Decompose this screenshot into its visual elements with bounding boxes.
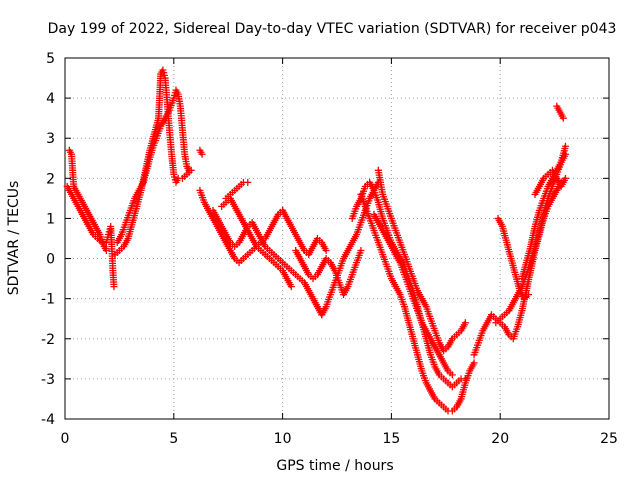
data-point	[357, 247, 365, 255]
data-point	[561, 142, 569, 150]
data-point	[198, 150, 206, 158]
x-tick-label: 5	[169, 431, 178, 447]
series-track-19	[494, 214, 532, 303]
data-point	[322, 247, 330, 255]
y-tick-label: 4	[46, 91, 55, 107]
plot-frame	[64, 57, 610, 420]
series-track-9	[222, 178, 252, 202]
data-point	[102, 247, 110, 255]
series-track-14	[357, 190, 478, 415]
y-tick-label: -1	[41, 292, 55, 308]
series-track-17	[470, 178, 565, 359]
x-tick-label: 20	[491, 431, 509, 447]
series-track-18	[492, 142, 569, 327]
data-point	[470, 359, 478, 367]
data-point	[561, 174, 569, 182]
series-track-10	[279, 206, 330, 259]
data-point	[185, 166, 193, 174]
data-point	[461, 319, 469, 327]
data-point	[561, 150, 569, 158]
series-track-8	[218, 194, 295, 291]
series-track-7	[209, 206, 326, 319]
x-tick-label: 25	[600, 431, 618, 447]
y-tick-label: 1	[46, 211, 55, 227]
y-tick-label: -3	[41, 372, 55, 388]
chart-title: Day 199 of 2022, Sidereal Day-to-day VTE…	[48, 21, 617, 37]
data-marks	[63, 66, 569, 415]
series-track-2	[63, 182, 118, 291]
y-tick-labels: -4 -3 -2 -1 0 1 2 3 4 5	[41, 51, 55, 428]
data-point	[524, 291, 532, 299]
data-point	[110, 283, 118, 291]
x-tick-labels: 0 5 10 15 20 25	[61, 431, 618, 447]
y-tick-label: -4	[41, 412, 55, 428]
series-track-4	[113, 86, 193, 247]
y-axis-label: SDTVAR / TECUs	[6, 181, 22, 296]
series-track-21	[531, 166, 569, 198]
y-tick-label: -2	[41, 332, 55, 348]
y-tick-label: 2	[46, 171, 55, 187]
series-track-11	[292, 247, 365, 299]
x-tick-label: 15	[382, 431, 400, 447]
series-track-12	[318, 178, 382, 319]
data-point	[244, 178, 252, 186]
series-track-15	[374, 166, 469, 355]
series-track-5	[196, 146, 206, 158]
data-point	[559, 114, 567, 122]
data-point	[287, 283, 295, 291]
x-tick-label: 0	[61, 431, 70, 447]
series-track-22	[553, 102, 567, 122]
data-point	[448, 371, 456, 379]
y-tick-label: 0	[46, 252, 55, 268]
y-tick-label: 3	[46, 131, 55, 147]
axis-ticks	[64, 57, 610, 420]
gridlines	[65, 58, 609, 419]
y-tick-label: 5	[46, 51, 55, 67]
x-tick-label: 10	[274, 431, 292, 447]
series-track-20	[518, 150, 569, 283]
series-track-16	[370, 210, 456, 379]
x-axis-label: GPS time / hours	[276, 458, 393, 474]
